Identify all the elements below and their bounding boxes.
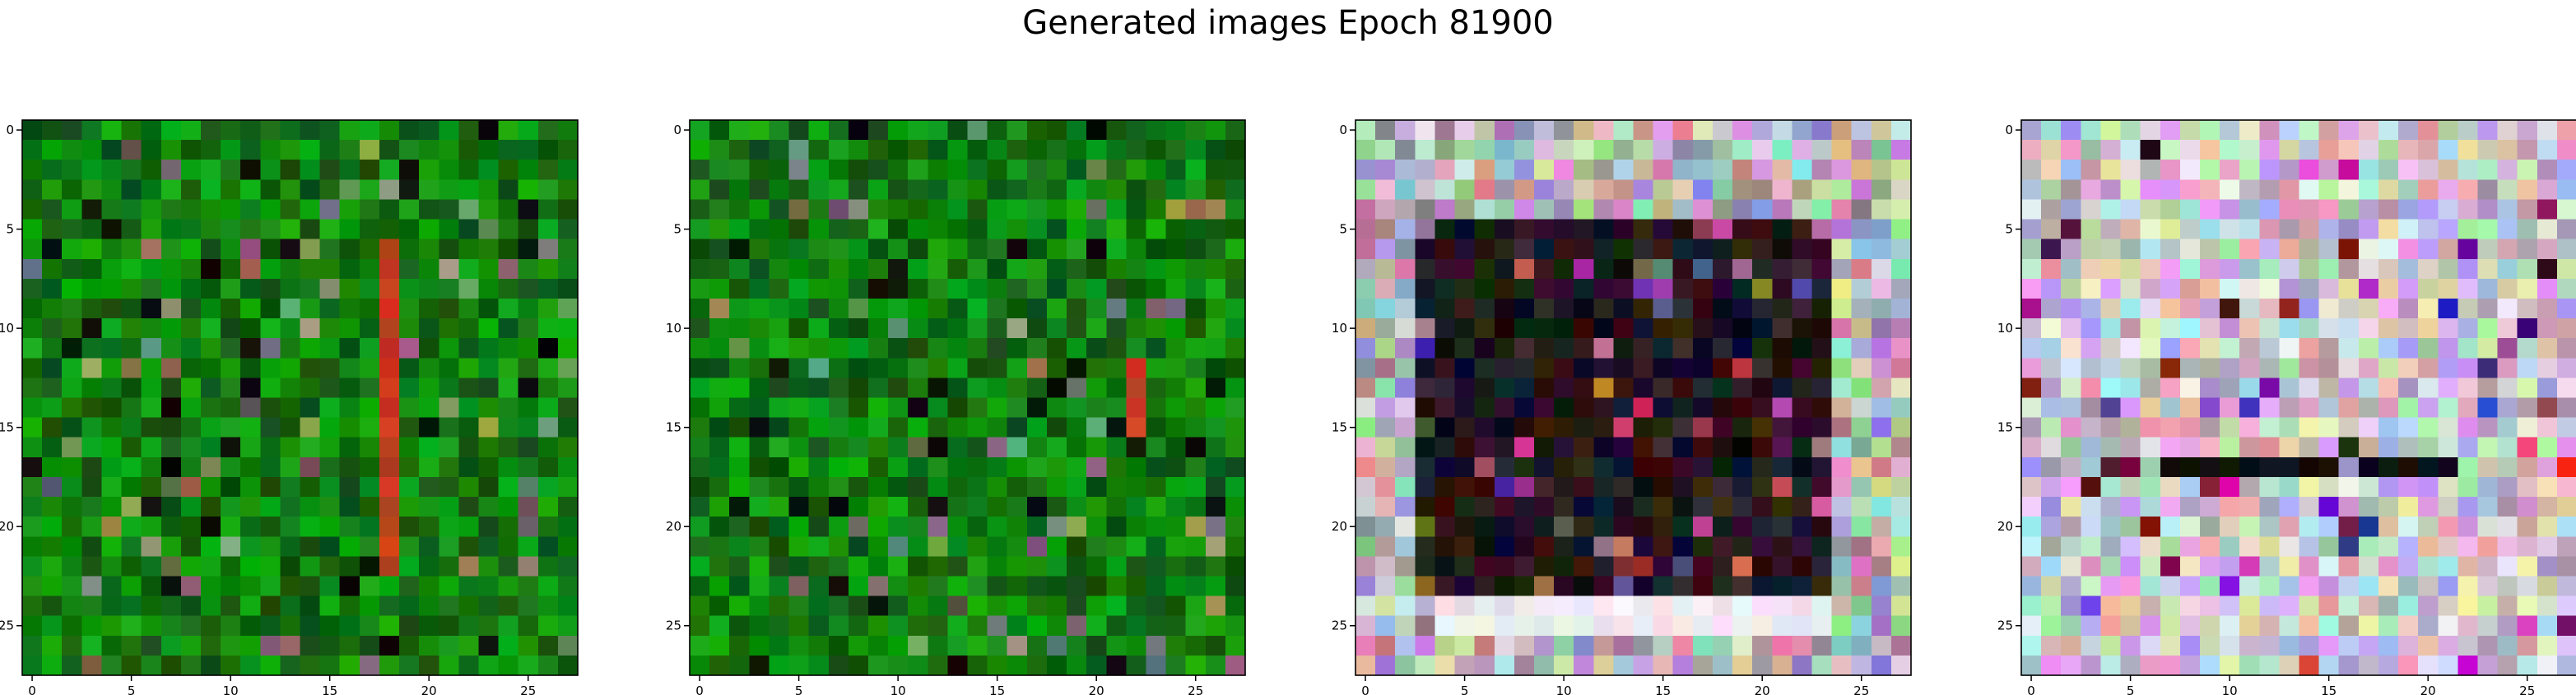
x-tick-label: 15 <box>1655 683 1671 695</box>
y-tick-label: 10 <box>666 321 681 336</box>
x-tick-label: 5 <box>1461 683 1469 695</box>
axes-frame <box>689 119 1246 676</box>
image-panel-1: 0 5 10 15 20 25 0 5 10 15 20 25 <box>0 119 579 695</box>
x-tick-label: 0 <box>28 683 36 695</box>
y-tick-label: 0 <box>6 123 14 137</box>
image-panel-4: 0 5 10 15 20 25 0 5 10 15 20 25 <box>1997 119 2576 695</box>
x-tick-label: 25 <box>2519 683 2535 695</box>
x-tick-label: 15 <box>322 683 337 695</box>
x-tick-label: 20 <box>1755 683 1770 695</box>
y-tick-label: 15 <box>1332 420 1347 435</box>
y-tick-label: 15 <box>1997 420 2013 435</box>
y-tick-label: 20 <box>0 519 14 534</box>
x-tick-label: 15 <box>2321 683 2337 695</box>
x-tick-label: 0 <box>1361 683 1369 695</box>
image-panel-3: 0 5 10 15 20 25 0 5 10 15 20 25 <box>1332 119 1912 695</box>
y-tick-label: 0 <box>673 123 681 137</box>
generated-image-2 <box>690 120 1246 676</box>
y-tick-label: 0 <box>1339 123 1347 137</box>
axes-frame <box>2020 119 2576 676</box>
x-tick-label: 25 <box>1853 683 1869 695</box>
y-tick-label: 25 <box>666 619 681 633</box>
x-tick-label: 5 <box>795 683 803 695</box>
y-tick-label: 15 <box>0 420 14 435</box>
y-tick-label: 25 <box>1997 619 2013 633</box>
x-tick-label: 0 <box>695 683 704 695</box>
image-panel-2: 0 5 10 15 20 25 0 5 10 15 20 25 <box>666 119 1246 695</box>
x-tick-label: 20 <box>2420 683 2436 695</box>
y-tick-label: 5 <box>2005 222 2013 237</box>
x-tick-label: 10 <box>890 683 906 695</box>
y-tick-label: 10 <box>1332 321 1347 336</box>
x-tick-label: 0 <box>2027 683 2035 695</box>
x-tick-label: 15 <box>989 683 1005 695</box>
x-tick-label: 10 <box>223 683 239 695</box>
x-tick-label: 5 <box>2127 683 2135 695</box>
x-tick-label: 20 <box>1089 683 1104 695</box>
y-tick-label: 20 <box>1997 519 2013 534</box>
x-tick-label: 10 <box>1556 683 1572 695</box>
generated-image-3 <box>1355 120 1912 676</box>
y-tick-label: 0 <box>2005 123 2013 137</box>
y-tick-label: 25 <box>0 619 14 633</box>
axes-frame <box>21 119 579 676</box>
y-tick-label: 10 <box>0 321 14 336</box>
y-tick-label: 25 <box>1332 619 1347 633</box>
x-tick-label: 5 <box>128 683 136 695</box>
y-tick-label: 10 <box>1997 321 2013 336</box>
x-tick-label: 10 <box>2222 683 2238 695</box>
y-tick-label: 5 <box>673 222 681 237</box>
axes-frame <box>1355 119 1912 676</box>
y-tick-label: 5 <box>6 222 14 237</box>
y-tick-label: 15 <box>666 420 681 435</box>
generated-image-4 <box>2021 120 2576 676</box>
generated-image-1 <box>22 120 579 676</box>
x-tick-label: 20 <box>421 683 437 695</box>
y-tick-label: 20 <box>1332 519 1347 534</box>
x-tick-label: 25 <box>520 683 536 695</box>
y-tick-label: 20 <box>666 519 681 534</box>
figure-title: Generated images Epoch 81900 <box>1022 4 1554 42</box>
y-tick-label: 5 <box>1339 222 1347 237</box>
x-tick-label: 25 <box>1188 683 1203 695</box>
